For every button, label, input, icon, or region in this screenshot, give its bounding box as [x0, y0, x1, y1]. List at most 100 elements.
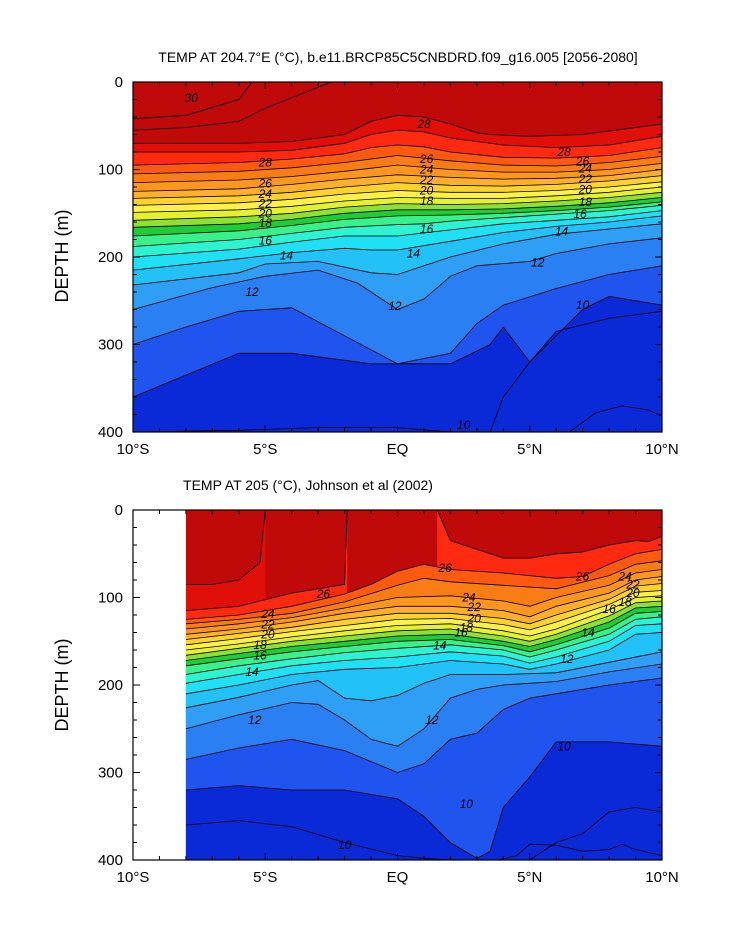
contour-label: 10 — [460, 797, 474, 811]
x-tick-label: 5°N — [517, 441, 542, 458]
contour-label: 14 — [433, 639, 447, 653]
isotherm-line-21 — [185, 590, 662, 646]
y-tick-label: 400 — [98, 424, 123, 441]
isotherm-line-13 — [185, 651, 662, 709]
contour-label: 20 — [625, 586, 640, 600]
isotherm-line-11 — [133, 265, 662, 365]
contour-label: 14 — [555, 225, 569, 239]
y-tick-label: 300 — [98, 765, 123, 782]
contour-label: 20 — [260, 627, 275, 641]
isotherm-line-16 — [133, 205, 662, 247]
contour-label: 10 — [576, 298, 590, 312]
isotherm-line-27 — [436, 510, 662, 559]
contour-label: 24 — [461, 591, 476, 605]
contour-label: 22 — [467, 600, 482, 614]
x-tick-label: 10°S — [117, 869, 150, 886]
contour-label: 22 — [258, 197, 273, 211]
contour-label: 10 — [557, 739, 571, 753]
contour-label: 26 — [316, 587, 331, 601]
isotherm-line-20 — [133, 186, 662, 213]
isotherm-fill-9 — [185, 820, 530, 860]
contour-label: 14 — [407, 247, 421, 261]
x-tick-label: 10°S — [117, 441, 150, 458]
isotherm-line-25 — [133, 155, 662, 175]
isotherm-fill-8 — [498, 844, 662, 860]
isotherm-line-25 — [185, 560, 662, 625]
x-tick-label: 5°S — [253, 869, 277, 886]
contour-label: 10 — [457, 418, 471, 432]
panel-top-plot-area: 3028282826242220181614122624222018161412… — [98, 74, 679, 458]
isotherm-line-30 — [133, 82, 253, 120]
isotherm-line-28 — [133, 114, 662, 144]
contour-label: 28 — [416, 117, 431, 131]
x-tick-label: 10°N — [645, 441, 679, 458]
contour-label: 26 — [258, 177, 273, 191]
axes: 10°S 5°S EQ 5°N 10°N 0 100 200 300 400 — [98, 74, 679, 458]
x-tick-label: 10°N — [645, 869, 679, 886]
panel-bottom-observations: TEMP AT 205 (°C), Johnson et al (2002) 2… — [52, 477, 679, 886]
x-tick-label: 5°S — [253, 441, 277, 458]
contour-label: 28 — [258, 156, 273, 170]
contour-label: 14 — [245, 665, 259, 679]
contour-label: 14 — [581, 626, 595, 640]
isotherm-line-27 — [185, 510, 348, 611]
isotherm-line-19 — [185, 600, 662, 656]
isotherm-fill-9 — [133, 311, 662, 432]
isotherm-line-12 — [185, 663, 662, 747]
isotherm-line-26 — [133, 144, 662, 166]
isotherm-line-27 — [133, 129, 662, 153]
contour-label: 22 — [260, 618, 275, 632]
contour-label: 14 — [280, 248, 294, 262]
contour-label: 16 — [454, 626, 468, 640]
contour-label: 16 — [602, 602, 616, 616]
isotherm-line-10 — [185, 741, 662, 859]
contour-label: 20 — [419, 184, 434, 198]
temperature-fills — [185, 510, 662, 860]
contour-label: 20 — [578, 183, 593, 197]
contour-label: 18 — [420, 194, 434, 208]
contour-label: 16 — [253, 648, 267, 662]
isotherm-line-10 — [133, 295, 662, 398]
isotherm-line-12 — [133, 237, 662, 310]
contour-label: 10 — [338, 838, 352, 852]
y-tick-label: 300 — [98, 337, 123, 354]
contour-label: 18 — [618, 595, 632, 609]
y-tick-label: 200 — [98, 677, 123, 694]
contour-label: 24 — [419, 163, 434, 177]
x-tick-label: EQ — [387, 441, 409, 458]
isotherm-line-22 — [133, 175, 662, 199]
isotherm-line-11 — [185, 677, 662, 773]
contour-label: 18 — [579, 195, 593, 209]
contour-label: 24 — [578, 162, 593, 176]
y-tick-label: 200 — [98, 249, 123, 266]
panel-top-ylabel: DEPTH (m) — [52, 210, 72, 303]
isotherm-line-23 — [133, 169, 662, 192]
y-tick-label: 0 — [115, 74, 123, 91]
isotherm-line-17 — [185, 611, 662, 667]
isotherm-line-14 — [185, 632, 662, 695]
panel-top-title: TEMP AT 204.7°E (°C), b.e11.BRCP85C5CNBD… — [158, 49, 637, 65]
contour-label: 24 — [617, 570, 632, 584]
isotherm-line-23 — [185, 576, 662, 635]
contour-label: 24 — [260, 607, 275, 621]
contour-label: 26 — [437, 561, 452, 575]
contour-label: 16 — [420, 222, 434, 236]
contour-label: 18 — [253, 638, 267, 652]
isotherm-line-21 — [133, 181, 662, 206]
panel-top-model: TEMP AT 204.7°E (°C), b.e11.BRCP85C5CNBD… — [52, 49, 679, 458]
panel-bottom-plot-area: 2626262422201816141210242220181614121024… — [98, 502, 679, 886]
contour-label: 26 — [575, 155, 590, 169]
isotherm-line-26 — [185, 549, 662, 620]
axes: 10°S 5°S EQ 5°N 10°N 0 100 200 300 400 — [98, 502, 679, 886]
y-tick-label: 100 — [98, 162, 123, 179]
contour-label: 18 — [259, 216, 273, 230]
isotherm-line-19 — [133, 191, 662, 221]
contour-label: 16 — [573, 207, 587, 221]
isotherm-line-18 — [133, 197, 662, 228]
isotherm-line-8 — [497, 843, 662, 860]
contour-label: 18 — [460, 620, 474, 634]
contour-label: 22 — [419, 173, 434, 187]
contour-label: 12 — [425, 713, 439, 727]
x-tick-label: EQ — [387, 869, 409, 886]
